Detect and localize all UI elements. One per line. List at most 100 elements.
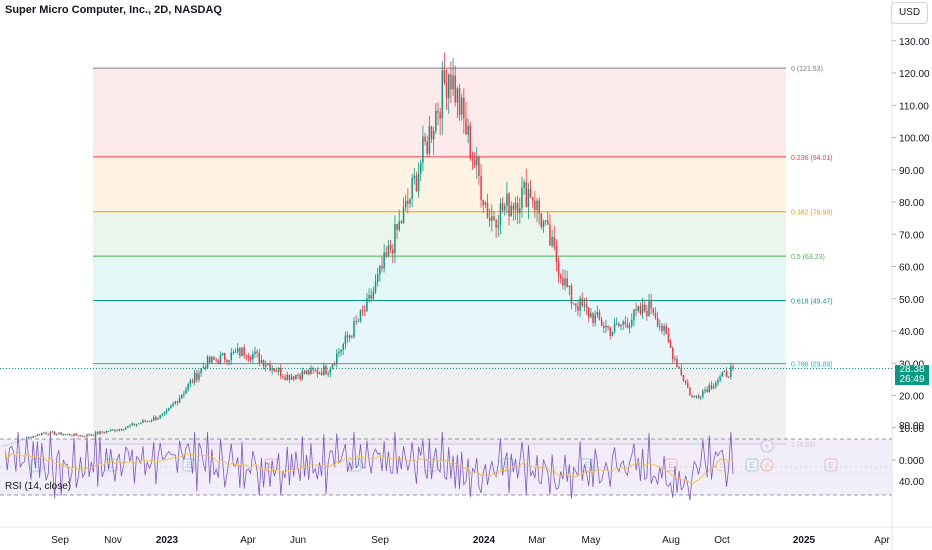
- candle-body: [34, 435, 37, 437]
- candle-body: [473, 160, 476, 166]
- candle-body: [671, 347, 674, 359]
- candle-body: [204, 367, 207, 369]
- x-tick-label: Sep: [371, 535, 389, 546]
- candle-body: [529, 189, 532, 198]
- candle-body: [426, 141, 428, 154]
- candle-body: [531, 197, 534, 201]
- candle-body: [133, 423, 136, 426]
- candle-body: [626, 324, 629, 328]
- candle-body: [245, 355, 248, 357]
- candle-body: [577, 306, 579, 311]
- candle-body: [303, 371, 306, 374]
- candle-body: [383, 252, 385, 269]
- candle-body: [262, 360, 265, 367]
- candle-body: [189, 380, 192, 384]
- candle-body: [467, 125, 469, 135]
- candle-body: [725, 371, 728, 377]
- candle-body: [180, 394, 183, 398]
- candle-body: [635, 309, 637, 311]
- candle-body: [708, 385, 711, 393]
- candle-body: [443, 70, 446, 83]
- candle-body: [323, 366, 325, 376]
- x-tick-label: Jun: [290, 535, 306, 546]
- candle-body: [381, 265, 383, 269]
- candle-body: [122, 429, 125, 431]
- candle-body: [340, 349, 342, 353]
- candle-body: [559, 275, 562, 279]
- countdown-tag: 26:49: [895, 375, 929, 385]
- candle-body: [101, 431, 103, 433]
- candle-body: [226, 360, 228, 363]
- candle-body: [605, 325, 607, 328]
- candle-body: [715, 383, 717, 387]
- candle-body: [730, 366, 732, 377]
- candle-body: [374, 281, 377, 292]
- candle-body: [120, 429, 123, 431]
- candle-body: [650, 299, 652, 309]
- candle-body: [305, 370, 308, 374]
- candle-body: [107, 431, 110, 433]
- candle-body: [232, 351, 235, 353]
- candle-body: [450, 74, 452, 90]
- candle-body: [609, 327, 612, 337]
- candle-body: [704, 389, 706, 392]
- candle-body: [519, 208, 521, 213]
- candle-body: [445, 82, 448, 98]
- fib-zone: [93, 211, 786, 257]
- candle-body: [290, 376, 293, 380]
- candle-body: [368, 295, 370, 299]
- candle-body: [269, 364, 271, 371]
- candle-body: [402, 207, 405, 224]
- candle-body: [292, 376, 295, 380]
- candle-body: [342, 344, 344, 350]
- candle-body: [551, 236, 553, 246]
- fib-label: 0.236 (94.01): [791, 155, 833, 162]
- candle-body: [364, 310, 366, 312]
- candle-body: [712, 386, 715, 389]
- fib-zone: [93, 256, 786, 301]
- candle-body: [553, 236, 556, 247]
- candle-body: [525, 182, 528, 208]
- candle-body: [523, 182, 525, 188]
- candle-body: [148, 420, 151, 422]
- candle-body: [387, 244, 390, 256]
- currency-button[interactable]: USD: [891, 2, 928, 24]
- candle-body: [299, 375, 301, 380]
- candle-body: [534, 200, 536, 211]
- x-tick-label: Oct: [714, 535, 730, 546]
- candle-body: [710, 385, 713, 389]
- candle-body: [45, 432, 47, 434]
- candle-body: [628, 325, 631, 328]
- y-tick-label: 120.00: [899, 69, 930, 80]
- candle-body: [353, 321, 355, 337]
- candle-body: [624, 321, 627, 325]
- candle-body: [351, 335, 353, 337]
- x-tick-label: 2023: [156, 535, 179, 546]
- y-tick-label: 20.00: [899, 392, 924, 403]
- candle-body: [28, 436, 30, 438]
- y-tick-label: 10.00: [899, 424, 924, 435]
- candle-body: [213, 356, 215, 360]
- y-tick-label: 80.00: [899, 198, 924, 209]
- y-tick-label: 90.00: [899, 166, 924, 177]
- candle-body: [344, 335, 347, 345]
- candle-body: [357, 320, 360, 322]
- candle-body: [282, 376, 284, 378]
- candle-body: [407, 200, 409, 204]
- candle-body: [112, 429, 114, 431]
- candle-body: [258, 352, 261, 363]
- candle-body: [217, 360, 220, 364]
- candle-body: [81, 435, 84, 437]
- candle-body: [355, 321, 357, 323]
- candle-body: [424, 136, 426, 142]
- candle-body: [585, 304, 588, 308]
- candle-body: [633, 309, 635, 321]
- fib-zone: [93, 300, 786, 364]
- candle-body: [415, 175, 418, 192]
- candle-body: [723, 371, 726, 373]
- candle-body: [581, 298, 584, 306]
- candle-body: [202, 367, 205, 369]
- candle-body: [613, 323, 616, 333]
